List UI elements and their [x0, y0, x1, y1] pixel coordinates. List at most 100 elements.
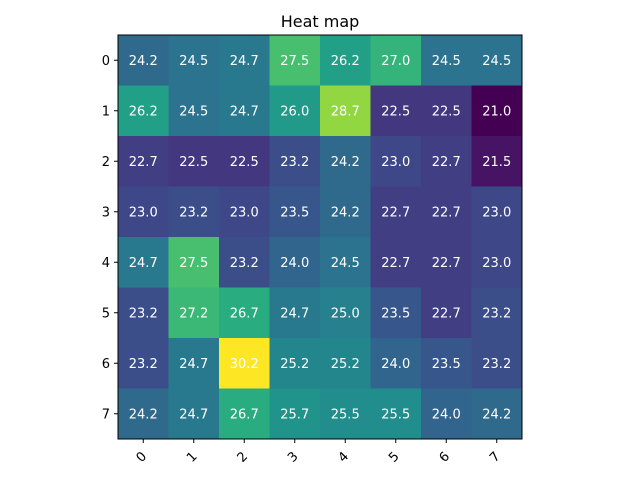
heatmap-cell	[421, 388, 472, 440]
heatmap-cell-label: 28.7	[331, 104, 360, 119]
heatmap-cell-label: 23.0	[381, 155, 410, 170]
heatmap-cell-label: 25.2	[280, 357, 309, 372]
heatmap-cell	[219, 35, 270, 86]
heatmap-cell-label: 24.0	[381, 357, 410, 372]
heatmap-cell	[421, 237, 472, 288]
heatmap-cell-label: 22.7	[432, 155, 461, 170]
heatmap-cell-label: 22.7	[129, 155, 158, 170]
heatmap-cell-label: 21.0	[482, 104, 511, 119]
heatmap-cell-label: 24.0	[280, 256, 309, 271]
heatmap-cell-label: 27.5	[280, 54, 309, 69]
heatmap-cell-label: 24.2	[129, 407, 158, 422]
x-tick-label: 7	[487, 449, 503, 465]
heatmap-cell-label: 22.5	[432, 104, 461, 119]
heatmap-cell	[269, 136, 321, 187]
y-tick-label: 6	[102, 357, 110, 372]
heatmap-cell	[370, 237, 422, 288]
y-tick-label: 1	[102, 104, 110, 119]
heatmap-cell	[168, 287, 220, 339]
heatmap-cell-label: 26.2	[129, 104, 158, 119]
heatmap-cell-label: 23.2	[230, 256, 259, 271]
heatmap-cell	[320, 388, 371, 440]
heatmap-cell	[118, 338, 169, 389]
heatmap-cell	[219, 388, 270, 440]
heatmap-cell	[370, 338, 422, 389]
heatmap-cell-label: 24.5	[432, 54, 461, 69]
heatmap-cell	[421, 85, 472, 137]
heatmap-cell-label: 23.0	[482, 256, 511, 271]
heatmap-cell-label: 24.0	[432, 407, 461, 422]
heatmap-cell-label: 25.7	[280, 407, 309, 422]
heatmap-cell	[370, 388, 422, 440]
y-tick-label: 2	[102, 155, 110, 170]
heatmap-cell-label: 24.2	[331, 205, 360, 220]
heatmap-cell	[421, 338, 472, 389]
heatmap-cell	[471, 237, 523, 288]
y-tick-label: 4	[102, 256, 110, 271]
heatmap-cell-label: 23.2	[482, 357, 511, 372]
heatmap-cell	[421, 35, 472, 86]
heatmap-cell-label: 22.7	[432, 306, 461, 321]
heatmap-cell	[219, 237, 270, 288]
x-axis-ticks: 0 1 2 3 4 5 6 7	[134, 439, 504, 466]
heatmap-cell-label: 22.7	[381, 205, 410, 220]
heatmap-cell-label: 24.7	[179, 357, 208, 372]
heatmap-cell	[471, 35, 523, 86]
y-tick-label: 5	[102, 306, 110, 321]
heatmap-cell-label: 24.7	[230, 54, 259, 69]
heatmap-cell-label: 24.5	[179, 54, 208, 69]
heatmap-cell	[269, 388, 321, 440]
heatmap-cell	[118, 388, 169, 440]
heatmap-cell-label: 21.5	[482, 155, 511, 170]
heatmap-cell	[370, 85, 422, 137]
x-tick-label: 2	[235, 449, 251, 465]
heatmap-cell-label: 24.5	[482, 54, 511, 69]
heatmap-cell-label: 23.5	[432, 357, 461, 372]
x-tick-label: 4	[336, 449, 352, 465]
plot-frame	[117, 34, 523, 440]
heatmap-cell	[269, 237, 321, 288]
heatmap-cell	[168, 388, 220, 440]
heatmap-cell	[320, 338, 371, 389]
chart-title: Heat map	[281, 12, 360, 31]
heatmap-cell	[320, 35, 371, 86]
heatmap-cell-label: 24.5	[331, 256, 360, 271]
y-tick-label: 0	[102, 54, 110, 69]
heatmap-cell	[269, 186, 321, 238]
heatmap-cell	[269, 85, 321, 137]
heatmap-cell	[168, 338, 220, 389]
heatmap-cell	[421, 287, 472, 339]
heatmap-cell	[219, 186, 270, 238]
heatmap-cell-label: 22.7	[381, 256, 410, 271]
heatmap-cell-label: 23.0	[129, 205, 158, 220]
heatmap-cell-label: 24.7	[230, 104, 259, 119]
heatmap-cell-labels: 24.2 24.5 24.7 27.5 26.2 27.0 24.5 24.5 26.2 24.5…	[129, 54, 511, 423]
heatmap-cell-label: 26.0	[280, 104, 309, 119]
heatmap-cell-label: 23.2	[129, 306, 158, 321]
heatmap-cell	[219, 85, 270, 137]
heatmap-cell	[219, 338, 270, 389]
heatmap-cell	[320, 186, 371, 238]
x-tick-label: 0	[134, 449, 150, 465]
heatmap-cell-label: 22.7	[432, 205, 461, 220]
heatmap-cell	[471, 186, 523, 238]
heatmap-cell-label: 26.7	[230, 407, 259, 422]
heatmap-cell-label: 23.2	[280, 155, 309, 170]
heatmap-cell-label: 25.2	[331, 357, 360, 372]
heatmap-cell	[471, 85, 523, 137]
heatmap-cell-label: 22.5	[230, 155, 259, 170]
heatmap-cell-label: 23.0	[230, 205, 259, 220]
heatmap-cell	[471, 287, 523, 339]
heatmap-cells	[118, 35, 523, 440]
heatmap-cell	[320, 237, 371, 288]
heatmap-cell-label: 23.2	[179, 205, 208, 220]
heatmap-cell-label: 22.5	[179, 155, 208, 170]
heatmap-cell	[168, 186, 220, 238]
heatmap-cell	[118, 237, 169, 288]
heatmap-cell-label: 23.5	[280, 205, 309, 220]
x-tick-label: 1	[184, 449, 200, 465]
heatmap-cell-label: 27.5	[179, 256, 208, 271]
heatmap-cell-label: 25.0	[331, 306, 360, 321]
heatmap-cell-label: 23.5	[381, 306, 410, 321]
heatmap-cell	[269, 35, 321, 86]
